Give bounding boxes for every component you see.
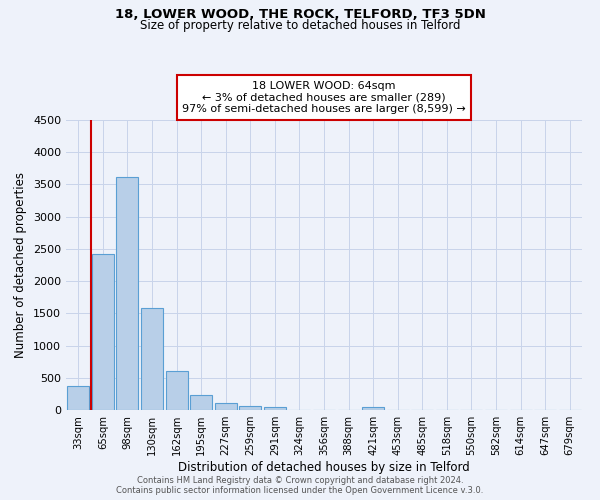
Bar (190, 394, 212, 410)
Bar (67, 386, 89, 410)
Bar (362, 407, 384, 410)
Text: Contains public sector information licensed under the Open Government Licence v.: Contains public sector information licen… (116, 486, 484, 495)
Bar (215, 403, 237, 410)
Text: 18 LOWER WOOD: 64sqm
← 3% of detached houses are smaller (289)
97% of semi-detac: 18 LOWER WOOD: 64sqm ← 3% of detached ho… (182, 81, 466, 114)
Bar (116, 176, 139, 410)
Text: 18, LOWER WOOD, THE ROCK, TELFORD, TF3 5DN: 18, LOWER WOOD, THE ROCK, TELFORD, TF3 5… (115, 8, 485, 20)
Text: Size of property relative to detached houses in Telford: Size of property relative to detached ho… (140, 19, 460, 32)
Bar (166, 372, 188, 410)
Y-axis label: Number of detached properties: Number of detached properties (14, 172, 28, 358)
X-axis label: Distribution of detached houses by size in Telford: Distribution of detached houses by size … (178, 461, 470, 474)
Bar (239, 406, 262, 410)
Text: Contains HM Land Registry data © Crown copyright and database right 2024.: Contains HM Land Registry data © Crown c… (137, 476, 463, 485)
Bar (264, 407, 286, 410)
Bar (92, 254, 114, 410)
Bar (141, 308, 163, 410)
